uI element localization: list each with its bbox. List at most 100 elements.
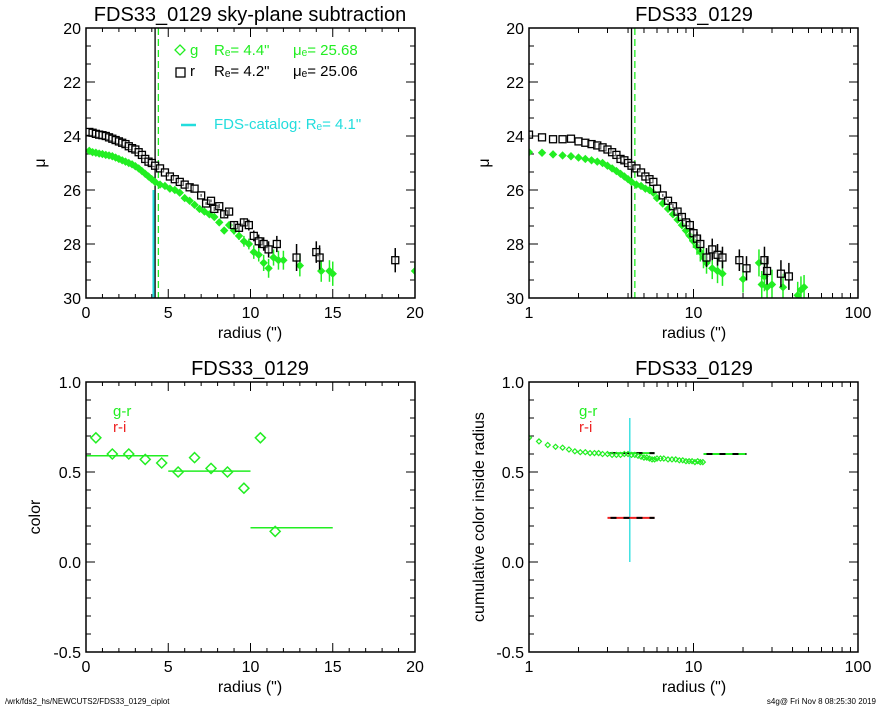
g-point [259, 258, 268, 268]
x-tick-label: 1 [525, 659, 534, 676]
g-point [558, 151, 567, 160]
g-point [616, 169, 625, 179]
r-point [249, 231, 258, 241]
legend-r-i: r-i [579, 419, 592, 436]
g-r-point [581, 448, 589, 456]
x-tick-label: 20 [406, 659, 424, 676]
y-tick-label: 0.5 [502, 465, 524, 482]
x-tick-label: 0 [82, 305, 91, 322]
r-point [264, 245, 273, 254]
x-tick-label: 100 [845, 659, 872, 676]
x-axis-label: radius (") [218, 325, 282, 342]
g-point [264, 264, 273, 273]
r-point [196, 191, 206, 200]
r-point [150, 161, 160, 170]
r-point [735, 256, 744, 265]
r-point [718, 253, 727, 262]
g-point [793, 291, 802, 298]
data-marks [529, 418, 747, 562]
y-axis-label: μ [476, 158, 493, 167]
axis-ticks: 1 10 100 20 22 24 26 28 30 [506, 21, 871, 322]
y-axis-label: cumulative color inside radius [471, 412, 488, 622]
legend-g-Re: Rₑ= 4.4" [214, 42, 270, 59]
g-point [175, 188, 184, 197]
x-axis-label: radius (") [662, 325, 726, 342]
r-point [760, 256, 769, 265]
legend-g-mu: μₑ= 25.68 [293, 42, 358, 59]
x-tick-label: 5 [164, 659, 173, 676]
r-point [598, 143, 607, 152]
y-tick-label: 26 [63, 183, 81, 200]
g-point [708, 264, 717, 273]
legend-r-i: r-i [113, 419, 126, 436]
y-tick-label: 24 [63, 129, 81, 146]
r-point [206, 196, 216, 205]
g-r-point [188, 451, 201, 464]
x-tick-label: 10 [242, 305, 260, 322]
y-tick-label: 0.0 [502, 555, 524, 572]
panel-title: FDS33_0129 sky-plane subtraction [94, 4, 406, 26]
g-point [645, 185, 654, 195]
g-point [548, 150, 558, 159]
r-point [702, 253, 711, 262]
x-tick-label: 1 [525, 305, 534, 322]
g-point [718, 269, 727, 278]
data-marks [86, 431, 333, 538]
r-point [220, 210, 229, 219]
r-point [529, 130, 534, 139]
g-point [295, 261, 305, 270]
panel-color-profile: FDS33_0129 0 5 10 15 20 -0.5 0.0 0.5 1.0 radius … [27, 358, 424, 696]
r-point [587, 139, 596, 149]
g-r-point [122, 447, 135, 461]
y-tick-label: 30 [63, 291, 81, 308]
g-point [566, 152, 576, 161]
g-r-point [604, 450, 611, 458]
g-r-point [237, 482, 250, 495]
r-point [708, 245, 717, 254]
r-point [180, 180, 189, 189]
r-point [254, 237, 263, 246]
g-point [587, 156, 596, 165]
g-point [254, 250, 263, 260]
r-point [663, 196, 673, 205]
y-tick-label: 26 [506, 183, 524, 200]
y-tick-label: 1.0 [502, 375, 524, 392]
footer-file-path: /wrk/fds2_hs/NEWCUTS2/FDS33_0129_ciplot [5, 697, 170, 706]
panel-title: FDS33_0129 [635, 358, 753, 380]
x-axis-label: radius (") [662, 679, 726, 696]
g-r-point [269, 525, 282, 538]
r-point [259, 239, 268, 249]
g-point [581, 154, 590, 164]
plot-area [86, 28, 415, 298]
r-point [607, 148, 617, 157]
r-point [742, 264, 751, 273]
plot-area [529, 418, 747, 562]
r-point [696, 239, 705, 249]
x-tick-label: 10 [242, 659, 260, 676]
g-point [529, 147, 534, 157]
plot-frame [85, 381, 416, 653]
r-point [668, 202, 678, 211]
x-tick-label: 20 [406, 305, 424, 322]
g-point [279, 255, 288, 265]
plot-frame [528, 27, 859, 299]
x-axis-label: radius (") [218, 679, 282, 696]
x-tick-label: 5 [164, 305, 173, 322]
g-point [663, 204, 673, 214]
plot-area [529, 28, 809, 298]
y-tick-label: 0.0 [59, 555, 81, 572]
g-diamond-legend-icon [174, 44, 186, 56]
g-r-point [535, 438, 543, 445]
r-point [201, 199, 211, 208]
g-r-point [172, 465, 185, 479]
r-point [713, 250, 722, 259]
y-tick-label: 30 [506, 291, 524, 308]
y-tick-label: 0.5 [59, 465, 81, 482]
g-r-point [595, 449, 602, 457]
g-point [767, 280, 777, 289]
g-r-point [571, 447, 579, 455]
r-point [762, 266, 772, 276]
g-r-point [204, 462, 218, 475]
footer-timestamp: s4g@ Fri Nov 8 08:25:30 2019 [767, 697, 877, 706]
